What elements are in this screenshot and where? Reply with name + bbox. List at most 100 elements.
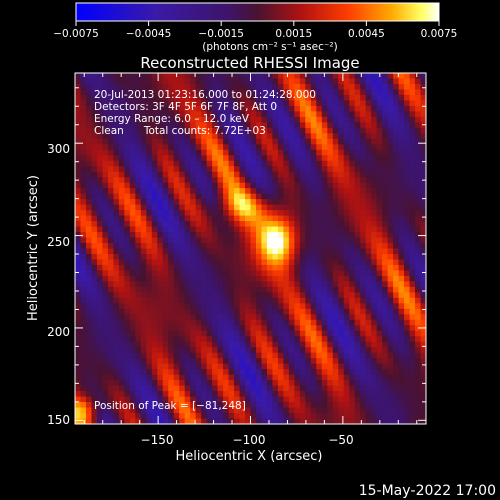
heatmap-cell: [102, 232, 109, 238]
heatmap-cell: [393, 182, 399, 189]
heatmap-cell: [118, 413, 125, 419]
heatmap-cell: [420, 89, 427, 96]
heatmap-cell: [349, 83, 356, 90]
heatmap-cell: [184, 352, 191, 359]
heatmap-cell: [173, 380, 180, 387]
heatmap-cell: [212, 149, 218, 156]
heatmap-cell: [398, 138, 405, 145]
heatmap-cell: [354, 286, 361, 293]
heatmap-cell: [223, 232, 229, 238]
heatmap-cell: [283, 369, 290, 376]
heatmap-cell: [184, 248, 191, 255]
heatmap-cell: [201, 292, 208, 299]
heatmap-cell: [195, 341, 202, 348]
heatmap-cell: [190, 116, 197, 123]
heatmap-cell: [239, 418, 246, 425]
heatmap-cell: [184, 292, 191, 299]
heatmap-cell: [365, 281, 372, 288]
heatmap-cell: [266, 160, 273, 167]
heatmap-cell: [420, 78, 427, 85]
heatmap-cell: [415, 374, 421, 381]
heatmap-cell: [80, 325, 87, 332]
heatmap-cell: [354, 281, 361, 288]
heatmap-cell: [195, 352, 202, 359]
heatmap-cell: [129, 413, 136, 419]
heatmap-cell: [316, 330, 323, 337]
heatmap-cell: [321, 319, 328, 326]
heatmap-cell: [382, 188, 389, 195]
heatmap-cell: [321, 402, 328, 408]
heatmap-cell: [255, 127, 262, 134]
heatmap-cell: [420, 413, 427, 419]
heatmap-cell: [420, 204, 427, 211]
heatmap-cell: [255, 352, 262, 359]
observation-time-text: 20‑Jul‑2013 01:23:16.000 to 01:24:28.000: [94, 89, 316, 101]
heatmap-cell: [91, 347, 98, 354]
heatmap-cell: [124, 138, 131, 145]
heatmap-cell: [135, 336, 142, 343]
heatmap-cell: [277, 286, 284, 293]
heatmap-cell: [349, 221, 356, 227]
heatmap-cell: [250, 193, 257, 200]
heatmap-cell: [266, 308, 273, 315]
heatmap-cell: [162, 127, 169, 134]
heatmap-cell: [129, 391, 136, 397]
heatmap-cell: [140, 166, 147, 173]
heatmap-cell: [316, 155, 323, 162]
heatmap-cell: [327, 94, 334, 101]
heatmap-cell: [168, 363, 175, 370]
heatmap-cell: [294, 286, 301, 293]
heatmap-cell: [162, 83, 169, 90]
heatmap-cell: [179, 204, 186, 211]
heatmap-cell: [409, 253, 416, 260]
heatmap-cell: [360, 226, 367, 233]
heatmap-cell: [354, 149, 361, 156]
heatmap-cell: [245, 407, 251, 414]
heatmap-cell: [223, 122, 229, 129]
heatmap-cell: [321, 166, 328, 173]
heatmap-cell: [343, 281, 350, 288]
heatmap-cell: [371, 264, 378, 271]
heatmap-cell: [382, 391, 389, 397]
heatmap-cell: [404, 166, 410, 173]
heatmap-cell: [217, 182, 224, 189]
heatmap-cell: [195, 264, 202, 271]
heatmap-cell: [223, 292, 229, 299]
heatmap-cell: [201, 144, 208, 151]
heatmap-cell: [316, 347, 323, 354]
heatmap-cell: [404, 275, 410, 282]
heatmap-cell: [234, 116, 240, 123]
heatmap-cell: [107, 204, 114, 211]
heatmap-cell: [190, 270, 197, 277]
heatmap-cell: [195, 232, 202, 238]
heatmap-cell: [113, 188, 120, 195]
heatmap-cell: [321, 138, 328, 145]
heatmap-cell: [228, 133, 235, 140]
heatmap-cell: [239, 270, 246, 277]
heatmap-cell: [107, 330, 114, 337]
heatmap-cell: [91, 380, 98, 387]
heatmap-cell: [124, 347, 131, 354]
heatmap-cell: [393, 407, 399, 414]
heatmap-cell: [316, 116, 323, 123]
heatmap-cell: [415, 380, 421, 387]
heatmap-cell: [376, 155, 383, 162]
heatmap-cell: [360, 341, 367, 348]
heatmap-cell: [151, 94, 158, 101]
heatmap-cell: [321, 193, 328, 200]
heatmap-cell: [85, 144, 92, 151]
heatmap-cell: [179, 341, 186, 348]
heatmap-cell: [420, 281, 427, 288]
heatmap-cell: [102, 303, 109, 310]
heatmap-cell: [85, 199, 92, 206]
heatmap-cell: [102, 270, 109, 277]
heatmap-cell: [376, 303, 383, 310]
heatmap-cell: [288, 188, 295, 195]
heatmap-cell: [360, 94, 367, 101]
heatmap-cell: [266, 226, 273, 233]
heatmap-cell: [349, 116, 356, 123]
heatmap-cell: [179, 253, 186, 260]
heatmap-cell: [299, 369, 306, 376]
heatmap-cell: [190, 292, 197, 299]
heatmap-cell: [234, 100, 240, 107]
